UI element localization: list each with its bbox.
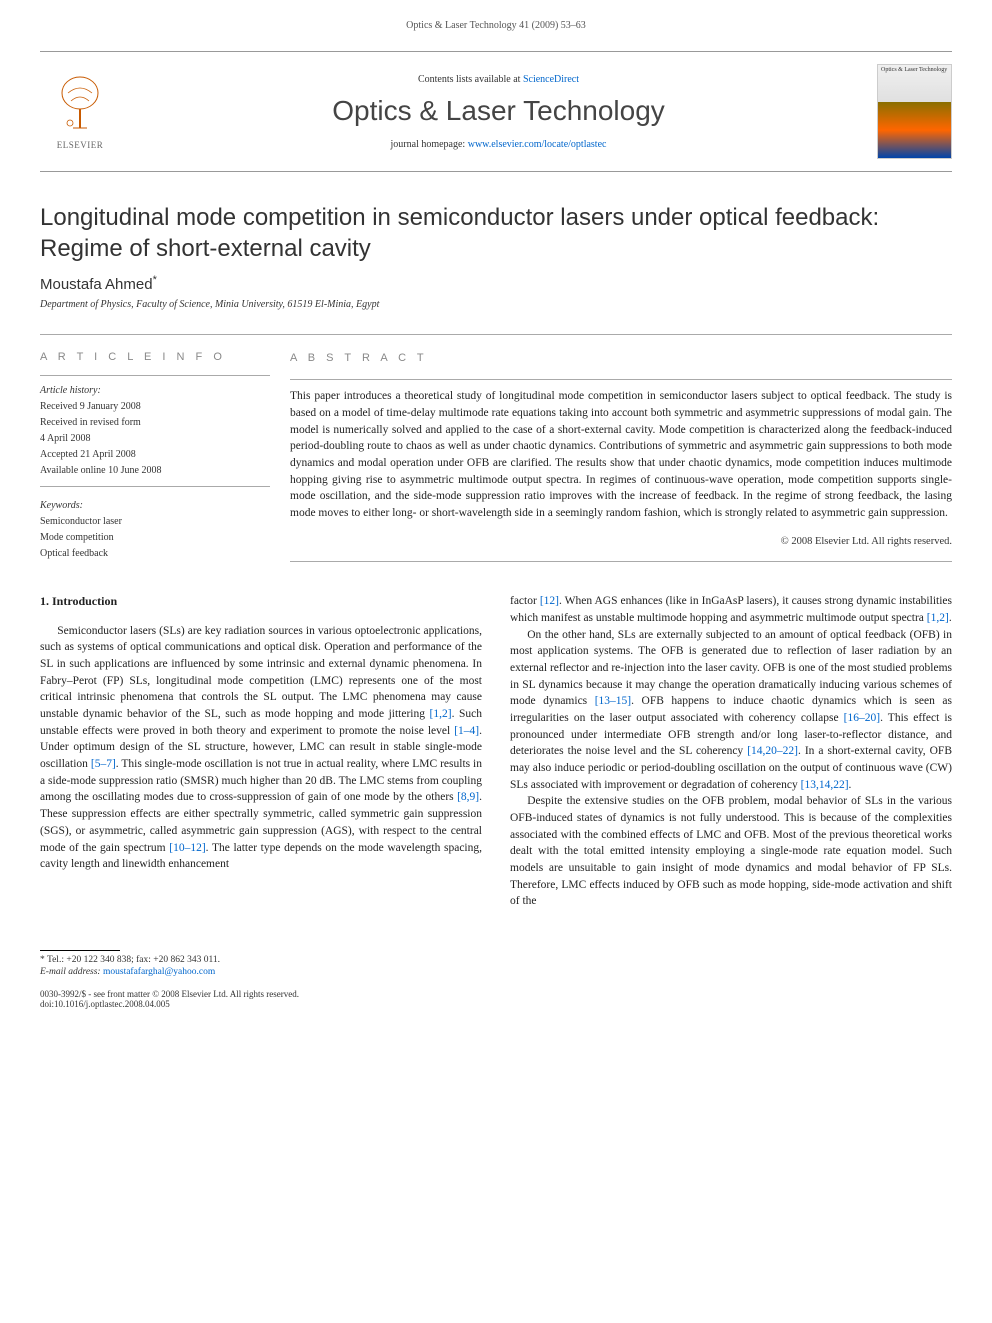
journal-cover-thumb: [877, 64, 952, 159]
article-title: Longitudinal mode competition in semicon…: [40, 202, 952, 264]
running-head: Optics & Laser Technology 41 (2009) 53–6…: [0, 0, 992, 41]
journal-banner: ELSEVIER Contents lists available at Sci…: [40, 51, 952, 172]
publisher-logo: ELSEVIER: [40, 67, 120, 157]
journal-name: Optics & Laser Technology: [140, 95, 857, 127]
publisher-name: ELSEVIER: [57, 140, 104, 150]
homepage-prefix: journal homepage:: [391, 139, 468, 150]
info-heading: A R T I C L E I N F O: [40, 351, 270, 363]
body-col-left: 1. Introduction Semiconductor lasers (SL…: [40, 593, 482, 910]
abstract-text: This paper introduces a theoretical stud…: [290, 388, 952, 521]
issn-line: 0030-3992/$ - see front matter © 2008 El…: [40, 989, 952, 999]
ref-link[interactable]: [1,2]: [430, 708, 452, 720]
abstract: A B S T R A C T This paper introduces a …: [290, 351, 952, 563]
contents-prefix: Contents lists available at: [418, 74, 523, 85]
author-name: Moustafa Ahmed: [40, 276, 153, 293]
online-date: Available online 10 June 2008: [40, 464, 270, 478]
contents-line: Contents lists available at ScienceDirec…: [140, 74, 857, 85]
ref-link[interactable]: [16–20]: [844, 712, 880, 724]
ref-link[interactable]: [13–15]: [595, 695, 631, 707]
ref-link[interactable]: [10–12]: [169, 842, 205, 854]
body-para-2: On the other hand, SLs are externally su…: [510, 627, 952, 794]
received-date: Received 9 January 2008: [40, 400, 270, 414]
keyword-3: Optical feedback: [40, 547, 270, 561]
body-para-3: Despite the extensive studies on the OFB…: [510, 793, 952, 910]
doi-line: doi:10.1016/j.optlastec.2008.04.005: [40, 999, 952, 1009]
homepage-line: journal homepage: www.elsevier.com/locat…: [140, 139, 857, 150]
keyword-2: Mode competition: [40, 531, 270, 545]
revised-line2: 4 April 2008: [40, 432, 270, 446]
ref-link[interactable]: [8,9]: [457, 791, 479, 803]
corr-marker: *: [153, 274, 157, 286]
accepted-date: Accepted 21 April 2008: [40, 448, 270, 462]
email-footnote: E-mail address: moustafafarghal@yahoo.co…: [40, 967, 952, 977]
body-para-1: Semiconductor lasers (SLs) are key radia…: [40, 623, 482, 873]
footer: * Tel.: +20 122 340 838; fax: +20 862 34…: [40, 950, 952, 1009]
abstract-heading: A B S T R A C T: [290, 351, 952, 367]
body-para-1-cont: factor [12]. When AGS enhances (like in …: [510, 593, 952, 626]
ref-link[interactable]: [14,20–22]: [747, 745, 798, 757]
ref-link[interactable]: [12]: [540, 595, 559, 607]
email-link[interactable]: moustafafarghal@yahoo.com: [103, 967, 215, 977]
banner-center: Contents lists available at ScienceDirec…: [120, 74, 877, 150]
affiliation: Department of Physics, Faculty of Scienc…: [40, 299, 952, 310]
ref-link[interactable]: [1–4]: [454, 725, 479, 737]
copyright: © 2008 Elsevier Ltd. All rights reserved…: [290, 534, 952, 549]
keywords-label: Keywords:: [40, 499, 270, 513]
sciencedirect-link[interactable]: ScienceDirect: [523, 74, 579, 85]
email-label: E-mail address:: [40, 967, 103, 977]
section-heading: 1. Introduction: [40, 593, 482, 610]
body-col-right: factor [12]. When AGS enhances (like in …: [510, 593, 952, 910]
ref-link[interactable]: [5–7]: [91, 758, 116, 770]
corresponding-footnote: * Tel.: +20 122 340 838; fax: +20 862 34…: [40, 955, 952, 965]
revised-line1: Received in revised form: [40, 416, 270, 430]
ref-link[interactable]: [1,2]: [927, 612, 949, 624]
author-line: Moustafa Ahmed*: [40, 274, 952, 293]
history-label: Article history:: [40, 384, 270, 398]
keyword-1: Semiconductor laser: [40, 515, 270, 529]
body-columns: 1. Introduction Semiconductor lasers (SL…: [40, 593, 952, 910]
homepage-link[interactable]: www.elsevier.com/locate/optlastec: [468, 139, 607, 150]
info-abstract-row: A R T I C L E I N F O Article history: R…: [40, 334, 952, 563]
article-info: A R T I C L E I N F O Article history: R…: [40, 351, 290, 563]
elsevier-tree-icon: [53, 73, 108, 138]
ref-link[interactable]: [13,14,22]: [801, 779, 849, 791]
